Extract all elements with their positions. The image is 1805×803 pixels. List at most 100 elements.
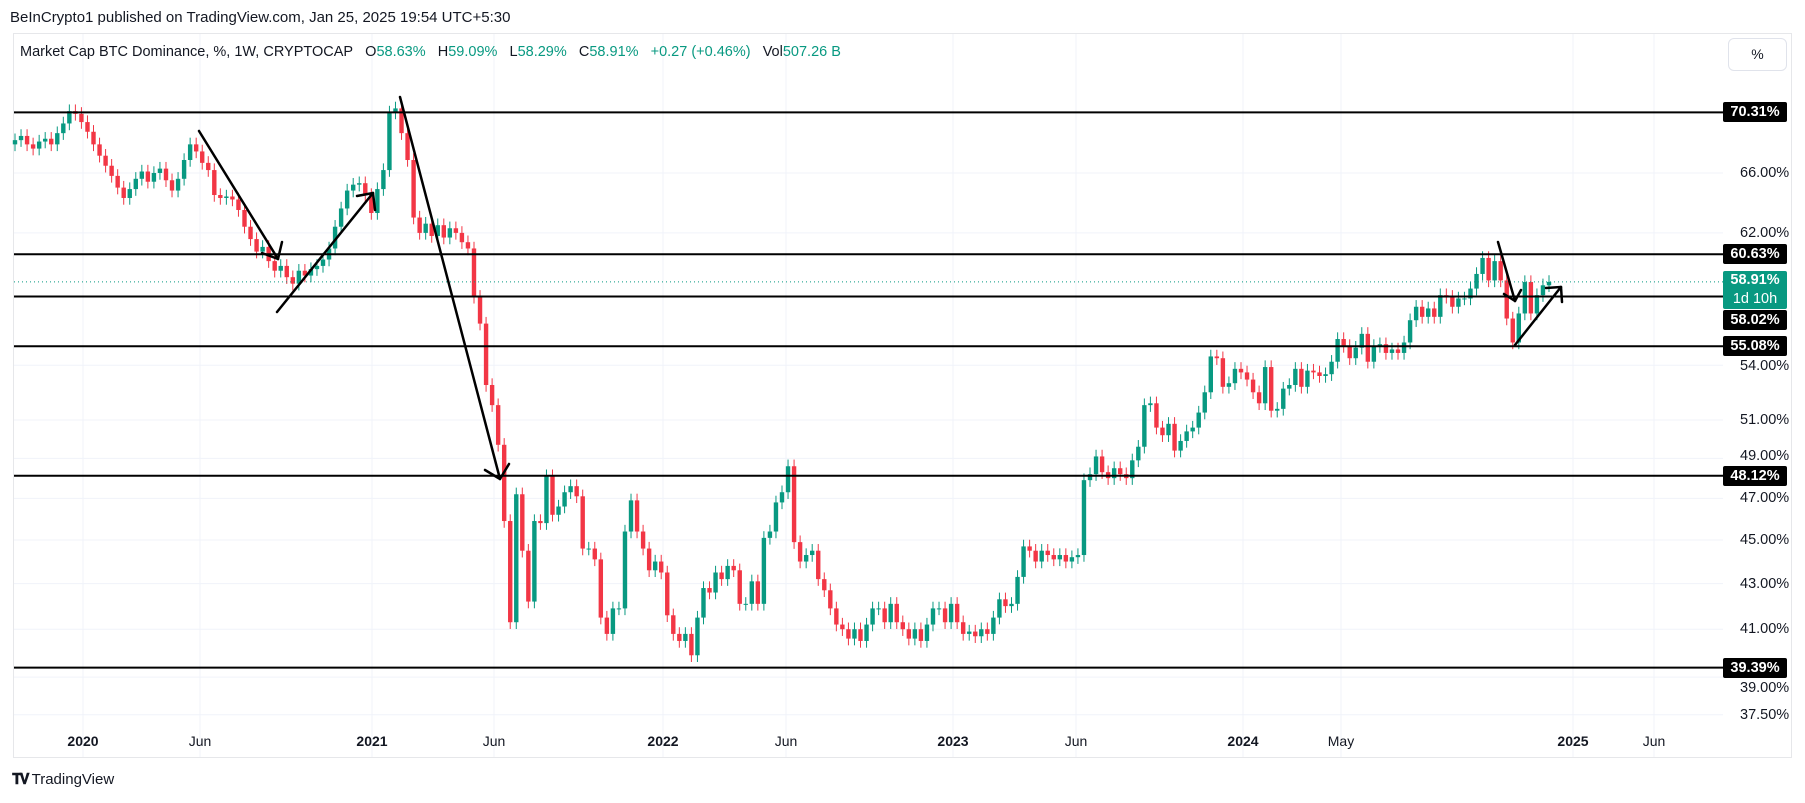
candle bbox=[1359, 327, 1364, 355]
candle-body bbox=[1450, 296, 1455, 307]
candle bbox=[1063, 548, 1069, 569]
candle-body bbox=[447, 228, 453, 238]
chart-pane[interactable] bbox=[13, 33, 1792, 758]
candle bbox=[894, 597, 899, 629]
candle-body bbox=[1256, 392, 1262, 404]
candle-body bbox=[1371, 345, 1377, 362]
last-price-tag: 58.91% 1d 10h bbox=[1723, 270, 1787, 309]
candle bbox=[338, 201, 344, 234]
time-tick-label: 2024 bbox=[1227, 733, 1259, 749]
candle-body bbox=[206, 162, 211, 171]
candle-body bbox=[737, 570, 742, 604]
candle-body bbox=[1099, 456, 1105, 473]
candle bbox=[1196, 405, 1201, 435]
candle bbox=[1281, 381, 1286, 416]
candle-body bbox=[67, 111, 72, 124]
time-tick-label: 2023 bbox=[937, 733, 969, 749]
candle bbox=[344, 183, 350, 216]
candle-body bbox=[646, 548, 652, 571]
candle bbox=[1486, 251, 1491, 288]
close-label: C bbox=[578, 44, 590, 60]
candle-body bbox=[773, 502, 779, 532]
trend-arrows bbox=[197, 95, 1564, 481]
time-tick-label: Jun bbox=[1642, 733, 1666, 749]
candle-body bbox=[803, 555, 809, 562]
price-tick-label: 47.00% bbox=[1740, 490, 1790, 507]
candle-body bbox=[1039, 550, 1044, 562]
candle bbox=[604, 610, 610, 641]
candle bbox=[574, 479, 579, 504]
candle-body bbox=[713, 572, 718, 593]
candle bbox=[1130, 453, 1135, 485]
candle-body bbox=[218, 195, 223, 198]
price-tick-label: 49.00% bbox=[1740, 447, 1790, 464]
candle-body bbox=[97, 144, 102, 156]
candle bbox=[1498, 254, 1503, 288]
candle-body bbox=[652, 561, 658, 571]
candle-body bbox=[332, 226, 338, 249]
time-tick-label: Jun bbox=[774, 733, 798, 749]
candle bbox=[483, 316, 489, 392]
candle-body bbox=[1498, 261, 1503, 281]
candle-body bbox=[1033, 550, 1038, 562]
candle-body bbox=[791, 466, 797, 543]
candle bbox=[387, 105, 392, 177]
candle bbox=[1160, 420, 1165, 442]
support-resistance-lines bbox=[14, 111, 1723, 669]
candle-body bbox=[1214, 356, 1220, 359]
candle-body bbox=[973, 631, 978, 637]
candle bbox=[514, 487, 519, 629]
level-price-tag: 48.12% bbox=[1723, 465, 1787, 486]
candle bbox=[1377, 337, 1383, 353]
candle bbox=[260, 240, 265, 259]
candle-body bbox=[1087, 474, 1093, 481]
candle bbox=[1419, 300, 1425, 324]
candle bbox=[828, 583, 833, 616]
candle-body bbox=[562, 492, 567, 507]
published-caption: BeInCrypto1 published on TradingView.com… bbox=[10, 9, 511, 26]
candle-body bbox=[1432, 308, 1437, 317]
candle-body bbox=[1148, 403, 1153, 406]
candle-body bbox=[24, 135, 30, 145]
candle-body bbox=[1510, 318, 1515, 343]
candle bbox=[91, 125, 96, 152]
candle-body bbox=[1293, 368, 1298, 386]
candle-body bbox=[1522, 282, 1528, 314]
candle-body bbox=[719, 572, 724, 580]
candle-body bbox=[1118, 468, 1123, 475]
candle-body bbox=[1142, 405, 1147, 447]
candle bbox=[1099, 449, 1105, 479]
candle bbox=[954, 597, 960, 629]
candle bbox=[405, 126, 410, 167]
candle bbox=[930, 601, 936, 632]
candle bbox=[1456, 291, 1461, 314]
candle-body bbox=[1311, 370, 1316, 373]
candle bbox=[671, 608, 676, 641]
time-tick-label: Jun bbox=[482, 733, 506, 749]
candle-body bbox=[725, 565, 730, 580]
candle-body bbox=[344, 190, 350, 209]
candle-body bbox=[109, 165, 114, 176]
candle-body bbox=[133, 178, 138, 190]
candle bbox=[610, 601, 616, 641]
candle-body bbox=[381, 170, 386, 190]
candle-body bbox=[1540, 285, 1546, 296]
candle bbox=[224, 189, 229, 205]
candle-body bbox=[610, 608, 616, 634]
candle bbox=[36, 134, 42, 156]
percent-scale-button[interactable]: % bbox=[1728, 38, 1787, 71]
candle-body bbox=[882, 608, 887, 623]
candle-body bbox=[743, 603, 748, 605]
grid bbox=[14, 34, 1723, 757]
candle bbox=[1081, 473, 1087, 562]
candle bbox=[791, 459, 797, 549]
candle bbox=[707, 581, 712, 600]
candle-body bbox=[930, 608, 936, 625]
candle-body bbox=[302, 270, 308, 276]
candle bbox=[526, 544, 531, 609]
candle bbox=[495, 398, 501, 452]
close-value: 58.91% bbox=[589, 44, 639, 60]
candle bbox=[1232, 362, 1238, 390]
candle bbox=[1474, 267, 1479, 296]
